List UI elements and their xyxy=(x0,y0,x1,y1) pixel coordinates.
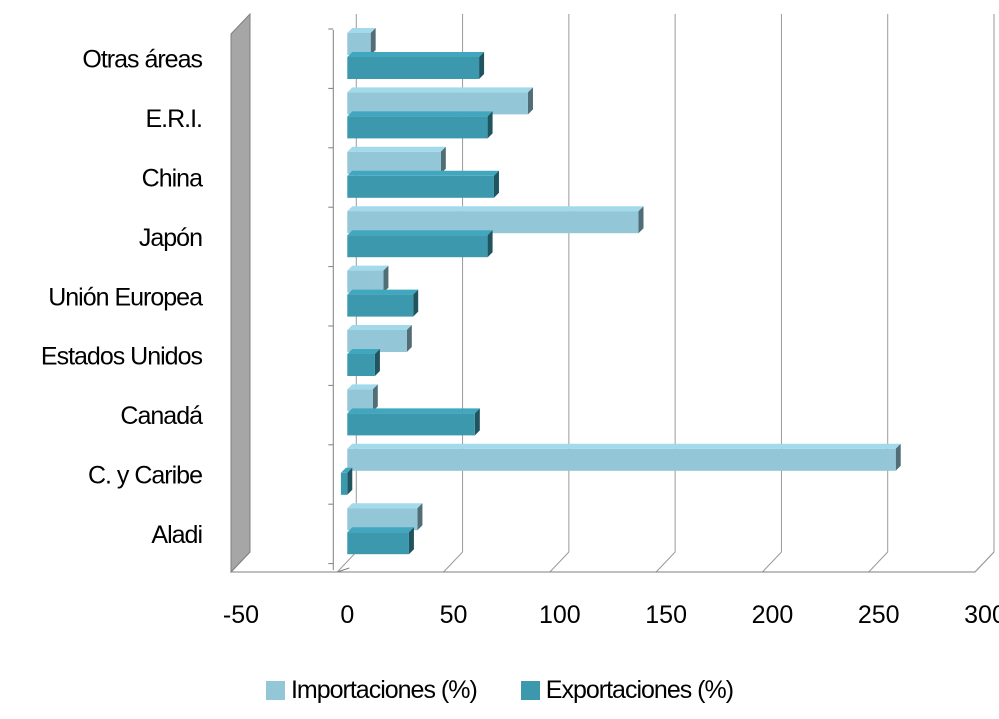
bar-top xyxy=(347,527,414,533)
bar-side xyxy=(487,230,493,258)
bar-side xyxy=(440,146,446,174)
category-label: Unión Europea xyxy=(48,283,203,311)
bar xyxy=(347,330,407,352)
bar-side xyxy=(417,503,423,531)
bar-side xyxy=(527,87,533,115)
bar-side xyxy=(895,443,901,471)
bar-top xyxy=(347,52,485,57)
bar xyxy=(347,532,409,555)
bar xyxy=(347,57,480,79)
bar xyxy=(347,235,488,258)
bar-top xyxy=(347,230,493,236)
bar-side xyxy=(406,325,412,352)
bar xyxy=(347,151,441,174)
category-label: E.R.I. xyxy=(145,105,202,133)
bar-top xyxy=(347,289,419,295)
bar-top xyxy=(347,87,533,93)
category-label: C. y Caribe xyxy=(88,462,202,490)
bar-top xyxy=(347,28,376,33)
x-tick-label: 250 xyxy=(858,601,900,629)
floor-gridline xyxy=(443,551,463,573)
bar-top xyxy=(347,408,480,414)
floor-edge-right xyxy=(974,551,995,573)
legend-label-importaciones: Importaciones (%) xyxy=(290,676,478,704)
bar-top xyxy=(347,146,446,152)
bar xyxy=(347,294,414,317)
bar xyxy=(347,270,384,293)
bar-side xyxy=(474,408,480,436)
bar xyxy=(347,116,488,139)
bar-side xyxy=(487,111,493,139)
bar-top xyxy=(340,467,353,473)
bar-side xyxy=(493,170,499,198)
x-tick-label: 100 xyxy=(539,601,581,629)
bar-side xyxy=(347,467,353,495)
bar-side xyxy=(413,289,419,317)
category-label: Japón xyxy=(139,224,202,252)
bar-side xyxy=(408,527,414,555)
bar-side xyxy=(383,265,389,293)
category-label: China xyxy=(142,165,203,193)
floor-gridline xyxy=(762,551,782,573)
bar-top xyxy=(347,111,493,117)
bar-top xyxy=(347,265,389,271)
bar xyxy=(347,211,639,234)
x-tick-label: 150 xyxy=(645,601,687,629)
bar xyxy=(340,472,348,495)
legend-label-exportaciones: Exportaciones (%) xyxy=(545,676,734,704)
bar xyxy=(347,508,418,531)
bar xyxy=(347,448,896,471)
bar-top xyxy=(347,325,412,330)
bar-top xyxy=(347,349,380,354)
bar xyxy=(347,175,494,198)
floor-gridline xyxy=(868,551,889,573)
floor-gridline xyxy=(336,551,357,573)
legend: Importaciones (%) Exportaciones (%) xyxy=(0,676,999,705)
legend-swatch-exportaciones xyxy=(520,681,540,700)
bar xyxy=(347,413,475,436)
floor-gridline xyxy=(655,551,676,573)
bar xyxy=(347,389,373,412)
category-label: Estados Unidos xyxy=(41,343,203,371)
bar xyxy=(347,92,528,115)
floor-gridline xyxy=(549,551,570,573)
bar xyxy=(347,33,371,55)
x-tick-label: 300 xyxy=(964,601,999,629)
x-tick-label: -50 xyxy=(223,601,259,629)
bar-side xyxy=(479,52,485,79)
x-tick-label: 0 xyxy=(340,601,354,629)
category-label: Aladi xyxy=(151,521,202,549)
legend-swatch-importaciones xyxy=(265,681,285,700)
side-wall xyxy=(230,12,251,574)
zero-axis-foot xyxy=(337,567,350,573)
x-tick-label: 50 xyxy=(440,601,468,629)
legend-item-importaciones: Importaciones (%) xyxy=(265,676,478,705)
bar-top xyxy=(347,206,644,212)
bar-top xyxy=(347,384,378,390)
x-tick-label: 200 xyxy=(752,601,794,629)
bar-side xyxy=(370,28,376,55)
bar-side xyxy=(638,206,644,234)
bar xyxy=(347,354,375,376)
legend-item-exportaciones: Exportaciones (%) xyxy=(520,676,734,705)
bar-side xyxy=(372,384,378,412)
bar-top xyxy=(347,170,499,176)
bar-top xyxy=(347,443,901,449)
category-label: Canadá xyxy=(120,402,203,430)
category-label: Otras áreas xyxy=(82,46,202,74)
bar-side xyxy=(374,349,380,376)
bar-top xyxy=(347,503,423,509)
